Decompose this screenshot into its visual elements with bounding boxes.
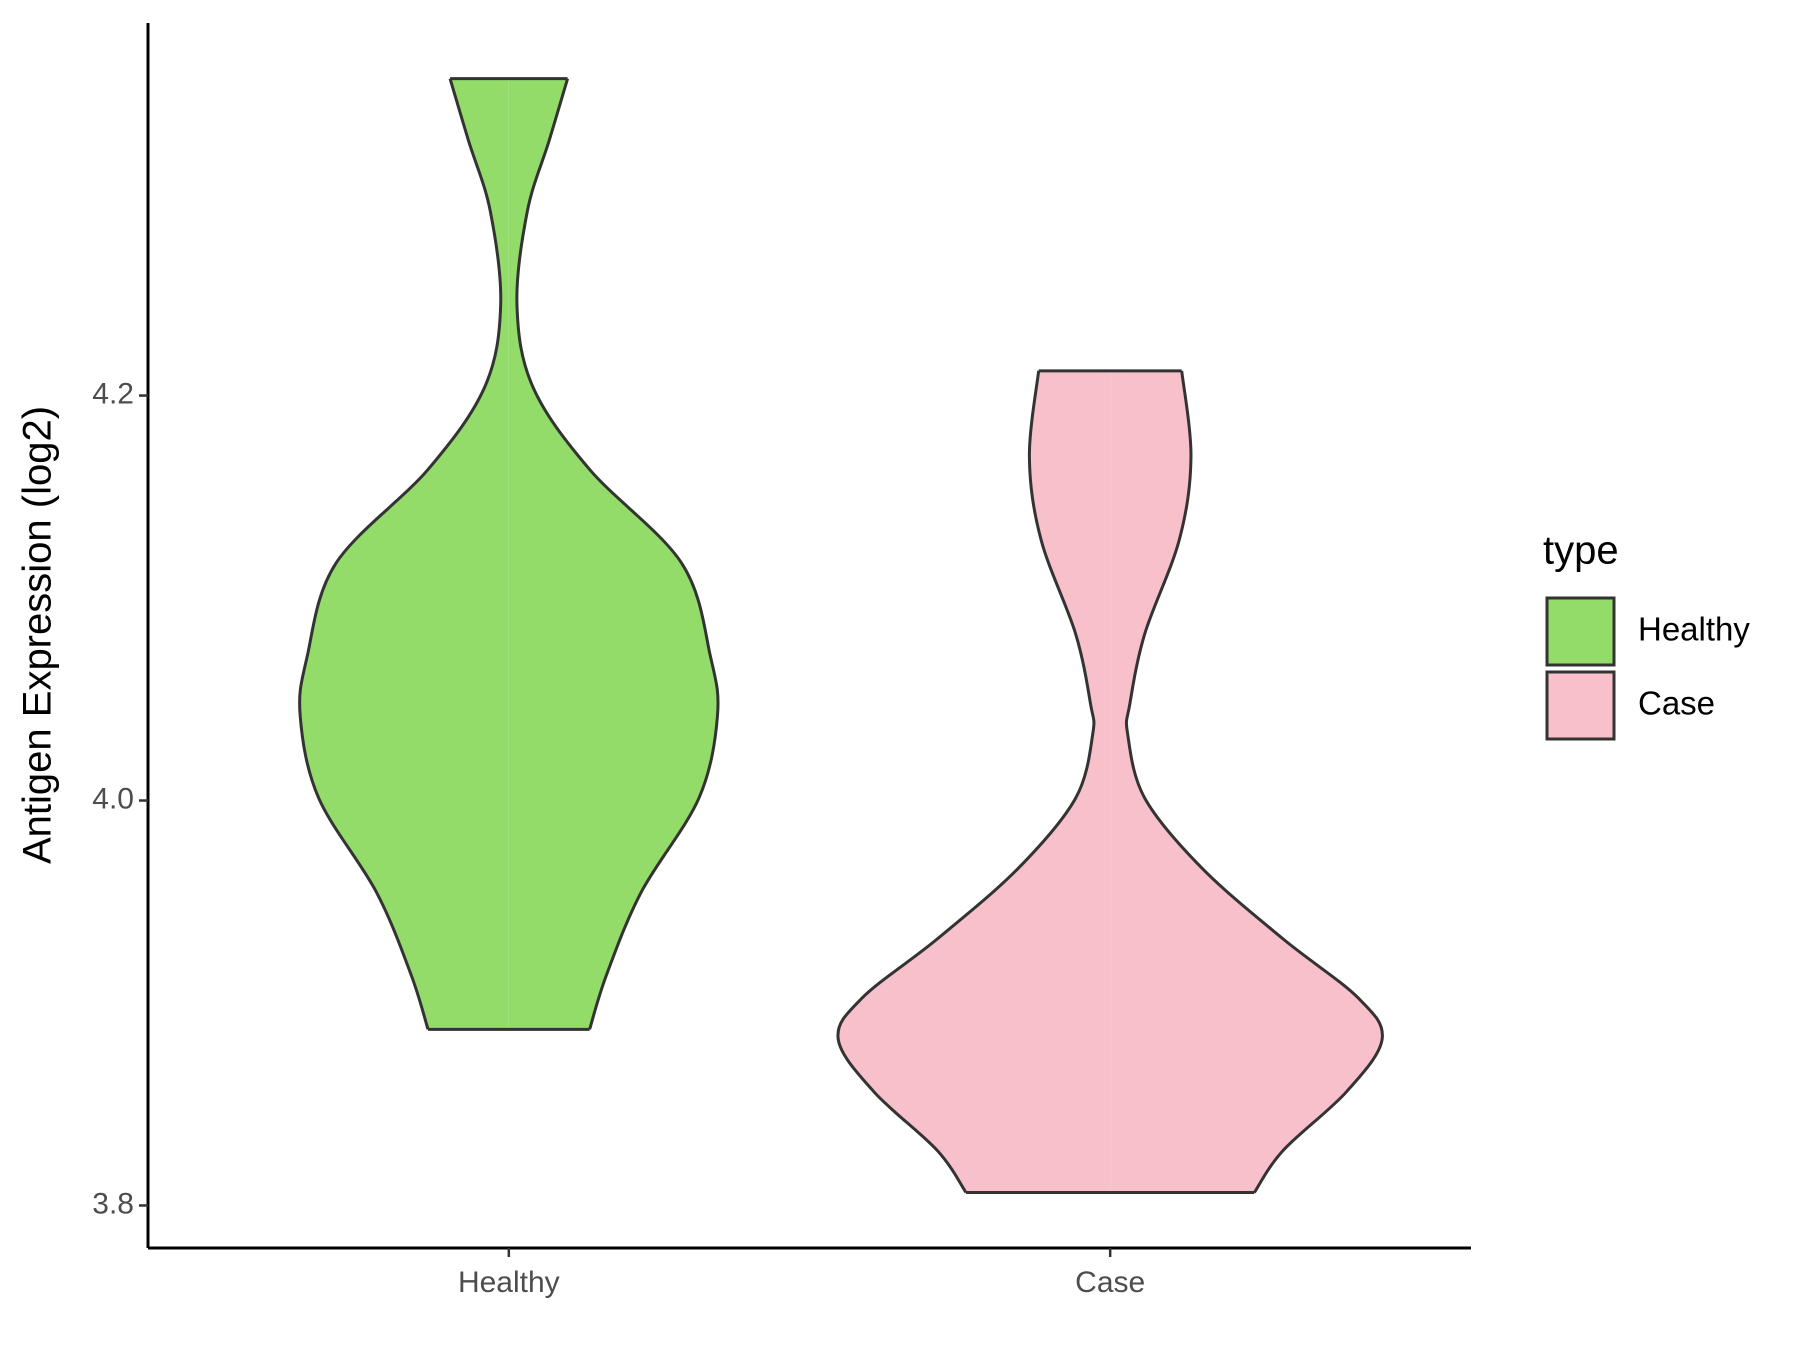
violin-half	[837, 370, 1111, 1193]
violin-outline	[836, 370, 1096, 1194]
legend-label: Case	[1638, 685, 1715, 722]
x-tick-label: Case	[1075, 1266, 1145, 1299]
legend-key	[1545, 670, 1616, 741]
violin-half	[1110, 370, 1383, 1193]
legend-label: Healthy	[1638, 611, 1750, 648]
x-tick-label: Healthy	[458, 1266, 560, 1299]
violin-outline	[1124, 370, 1384, 1194]
y-tick-label: 4.0	[92, 782, 134, 815]
legend-key	[1545, 596, 1616, 667]
violin-half	[299, 78, 509, 1030]
y-tick-label: 3.8	[92, 1187, 134, 1220]
y-axis-title: Antigen Expression (log2)	[16, 406, 60, 864]
violin-outline	[515, 78, 720, 1030]
violin-outline	[298, 78, 503, 1030]
violin-half	[508, 78, 719, 1030]
y-tick-label: 4.2	[92, 377, 134, 410]
legend-title: type	[1543, 529, 1619, 573]
